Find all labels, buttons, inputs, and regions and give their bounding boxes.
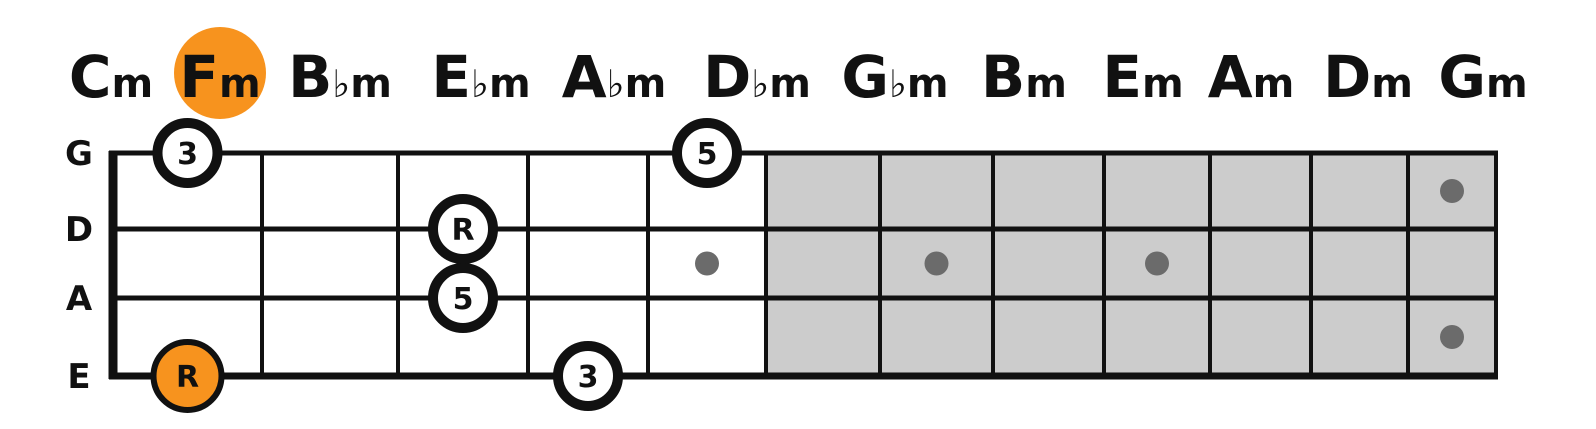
chord-highlight [174,27,266,119]
chord-accidental: ♭ [889,62,907,106]
position-dot [924,251,949,276]
chord-name: Am [1208,43,1295,111]
chord-accidental: ♭ [332,62,350,106]
chord-quality: m [1486,61,1528,107]
chord-root-letter: A [1208,43,1253,111]
position-dot [695,251,719,276]
chord-name: B♭m [288,43,392,111]
svg-text:Am: Am [1208,43,1295,111]
chord-name: D♭m [703,43,811,111]
note-label: R [451,213,474,248]
chord-root-letter: G [1438,43,1486,111]
chord-name: Cm [69,43,153,111]
chord-name: Em [1102,43,1183,111]
chord-quality: m [1025,61,1067,107]
chord-row: Cm Fm B♭m E♭m A♭m D♭m G♭m Bm Em Am Dm Gm [69,27,1528,119]
note-label: 5 [453,282,474,317]
chord-quality: m [769,61,811,107]
chord-name: A♭m [562,43,667,111]
string-label-e: E [67,357,90,397]
chord-quality: m [219,61,261,107]
chord-root-letter: E [431,43,471,111]
interval-note-marker: R [428,194,498,264]
chord-root-letter: D [1323,43,1371,111]
string-label-d: D [65,210,93,250]
chord-quality: m [489,61,531,107]
interval-note-marker: 5 [672,118,742,188]
chord-root-letter: G [841,43,889,111]
chord-name: Bm [981,43,1067,111]
root-note-marker: R [150,339,225,413]
chord-name: Fm [174,27,266,119]
chord-root-letter: B [981,43,1025,111]
chord-root-letter: D [703,43,751,111]
svg-text:Em: Em [1102,43,1183,111]
string-label-g: G [65,134,93,174]
note-markers: 3 5 R 5 R 3 [150,118,742,413]
svg-text:Gm: Gm [1438,43,1527,111]
chord-root-letter: E [1102,43,1142,111]
chord-quality: m [625,61,667,107]
chord-quality: m [1142,61,1184,107]
chord-accidental: ♭ [471,62,489,106]
position-dot [1145,251,1169,276]
chord-root-letter: C [69,43,112,111]
svg-text:B♭m: B♭m [288,43,392,111]
chord-quality: m [350,61,392,107]
chord-quality: m [907,61,949,107]
position-dot [1440,179,1464,203]
svg-text:E♭m: E♭m [431,43,530,111]
note-label: 5 [697,137,718,172]
svg-text:G♭m: G♭m [841,43,948,111]
chord-name: E♭m [431,43,530,111]
svg-text:Dm: Dm [1323,43,1413,111]
chord-quality: m [1371,61,1413,107]
chord-quality: m [111,61,153,107]
note-label: R [176,360,199,395]
shaded-region [766,153,1496,376]
svg-text:D♭m: D♭m [703,43,811,111]
fretboard [108,150,1498,380]
interval-note-marker: 3 [152,118,223,188]
chord-name: Dm [1323,43,1413,111]
chord-accidental: ♭ [607,62,625,106]
note-label: 3 [578,360,599,395]
chord-name: Gm [1438,43,1527,111]
interval-note-marker: 5 [428,263,498,333]
svg-text:Fm: Fm [179,43,260,111]
svg-text:Cm: Cm [69,43,153,111]
note-label: 3 [177,137,198,172]
chord-accidental: ♭ [751,62,769,106]
svg-text:A♭m: A♭m [562,43,667,111]
interval-note-marker: 3 [553,341,623,411]
chord-root-letter: F [179,43,219,111]
position-dot [1440,325,1464,349]
chord-root-letter: B [288,43,332,111]
chord-root-letter: A [562,43,607,111]
chord-name: G♭m [841,43,948,111]
chord-quality: m [1253,61,1295,107]
svg-text:Bm: Bm [981,43,1067,111]
string-label-a: A [66,279,93,319]
